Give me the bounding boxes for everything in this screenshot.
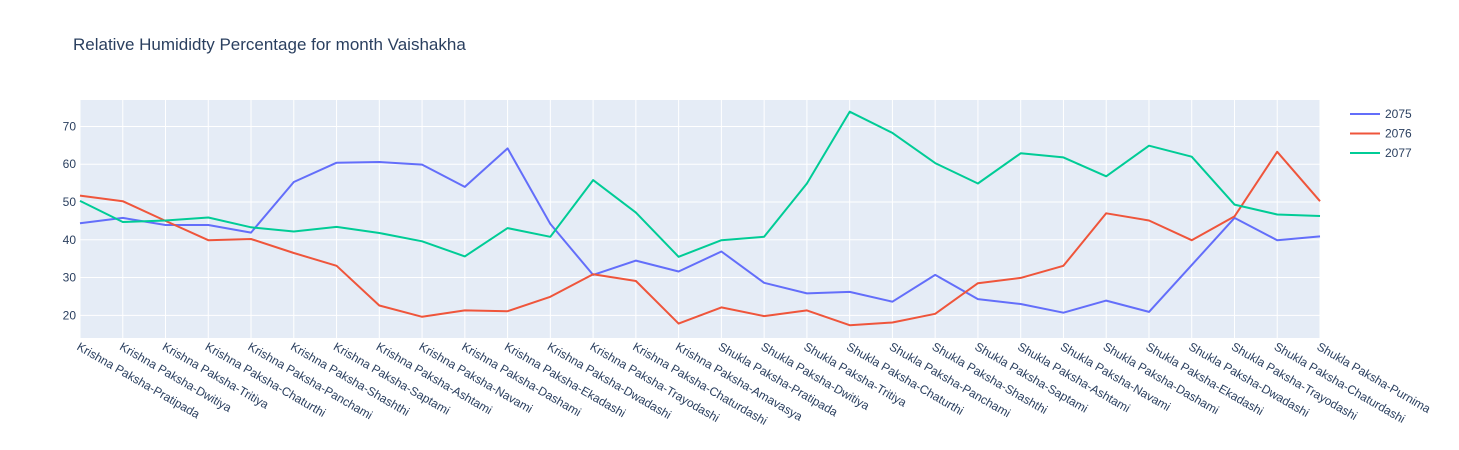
y-tick-label: 30 bbox=[63, 271, 77, 285]
plot-area bbox=[80, 100, 1320, 338]
legend[interactable]: 2075 2076 2077 bbox=[1350, 107, 1412, 160]
series-line-2075 bbox=[79, 147, 1321, 314]
y-tick-label: 50 bbox=[63, 195, 77, 209]
y-tick-label: 60 bbox=[63, 157, 77, 171]
chart-title: Relative Humididty Percentage for month … bbox=[73, 35, 466, 54]
y-axis-ticks: 20 30 40 50 60 70 bbox=[63, 119, 77, 322]
legend-label: 2076 bbox=[1385, 127, 1412, 141]
y-tick-label: 20 bbox=[63, 308, 77, 322]
y-tick-label: 70 bbox=[63, 119, 77, 133]
series-lines bbox=[79, 110, 1321, 327]
legend-label: 2075 bbox=[1385, 107, 1412, 121]
legend-label: 2077 bbox=[1385, 146, 1412, 160]
series-line-2076 bbox=[79, 150, 1321, 327]
series-line-2077 bbox=[79, 110, 1321, 258]
y-tick-label: 40 bbox=[63, 233, 77, 247]
